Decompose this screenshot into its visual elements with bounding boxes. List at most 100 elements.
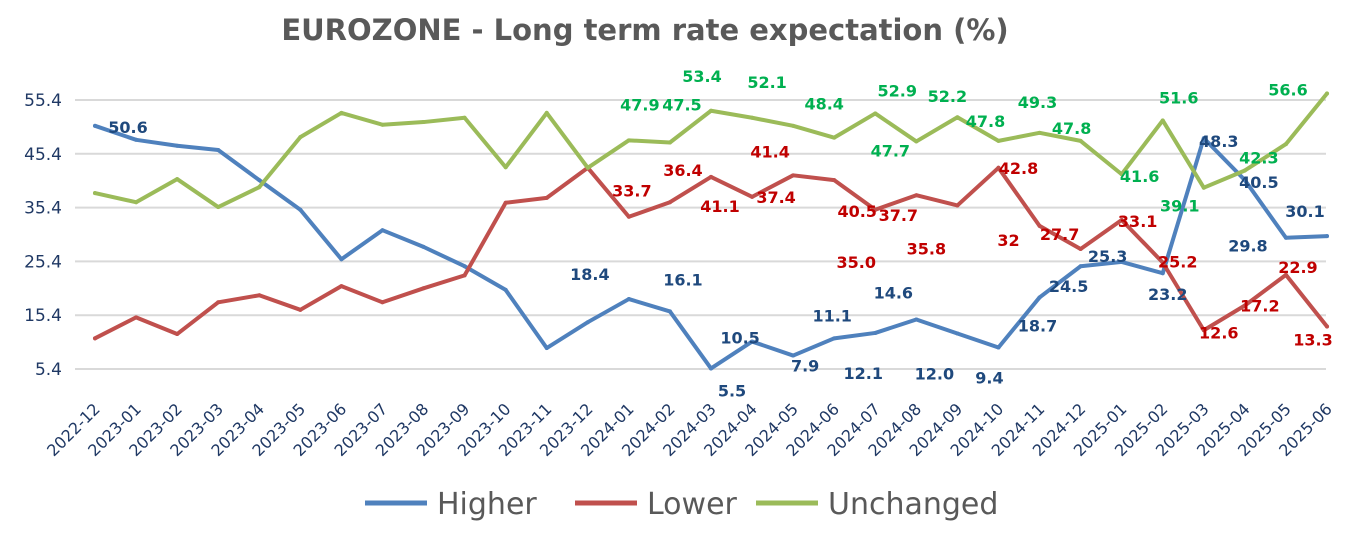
data-label: 41.6 (1120, 167, 1159, 186)
data-label: 18.4 (570, 265, 609, 284)
data-point (462, 264, 467, 269)
data-point (1325, 324, 1329, 329)
data-label: 52.1 (747, 73, 786, 92)
data-point (380, 228, 385, 233)
data-point (1283, 142, 1288, 147)
data-label: 47.7 (871, 141, 910, 160)
data-point (1325, 234, 1329, 239)
data-point (380, 122, 385, 127)
data-label: 35.0 (837, 253, 876, 272)
data-point (503, 287, 508, 292)
data-point (667, 309, 672, 314)
y-tick-label: 35.4 (24, 199, 62, 219)
data-label: 9.4 (975, 368, 1003, 387)
data-label: 37.4 (756, 188, 795, 207)
series-lines (93, 91, 1329, 371)
data-point (134, 200, 139, 205)
data-point (914, 317, 919, 322)
data-point (1037, 295, 1042, 300)
data-point (1201, 328, 1206, 333)
data-point (626, 214, 631, 219)
data-point (298, 307, 303, 312)
data-point (1119, 217, 1124, 222)
data-point (1037, 223, 1042, 228)
data-label: 33.1 (1118, 212, 1157, 231)
data-point (791, 173, 796, 178)
data-point (93, 123, 97, 128)
data-label: 35.8 (907, 239, 946, 258)
data-label: 47.8 (1052, 119, 1091, 138)
data-point (93, 336, 97, 341)
data-label: 50.6 (108, 118, 147, 137)
data-point (257, 293, 262, 298)
data-label: 40.5 (1239, 173, 1278, 192)
data-labels: 50.6 18.4 16.1 5.5 10.5 7.9 11.1 12.1 14.6 12.0 9.… (108, 67, 1332, 401)
data-label: 47.9 (620, 95, 659, 114)
data-label: 14.6 (874, 284, 913, 303)
data-point (1242, 303, 1247, 308)
data-point (93, 191, 97, 196)
data-label: 18.7 (1018, 316, 1057, 335)
data-label: 10.5 (720, 329, 759, 348)
legend-label: Unchanged (828, 487, 998, 522)
data-label: 12.0 (915, 364, 954, 383)
data-point (709, 108, 713, 113)
data-point (955, 203, 960, 208)
data-point (462, 115, 467, 120)
data-point (339, 110, 344, 115)
data-label: 48.3 (1199, 132, 1238, 151)
data-label: 42.3 (1239, 148, 1278, 167)
data-point (585, 320, 590, 325)
data-label: 52.9 (878, 81, 917, 100)
data-point (585, 165, 590, 170)
y-tick-label: 25.4 (24, 252, 62, 272)
data-point (626, 138, 631, 143)
data-point (134, 137, 139, 142)
data-label: 40.5 (837, 202, 876, 221)
data-point (175, 332, 180, 337)
data-point (298, 135, 303, 140)
data-label: 41.1 (700, 197, 739, 216)
data-point (1242, 168, 1247, 173)
data-point (955, 331, 960, 336)
data-point (216, 300, 221, 305)
data-point (175, 143, 180, 148)
data-point (832, 135, 837, 140)
data-point (750, 339, 755, 344)
data-point (667, 200, 672, 205)
data-label: 16.1 (663, 270, 702, 289)
data-point (626, 297, 631, 302)
data-point (1160, 118, 1165, 123)
y-tick-label: 45.4 (24, 145, 62, 165)
y-axis: 5.4 15.4 25.4 35.4 45.4 55.4 (24, 91, 62, 380)
data-point (914, 139, 919, 144)
data-label: 25.2 (1158, 252, 1197, 271)
data-label: 12.6 (1199, 323, 1238, 342)
data-label: 32 (997, 231, 1019, 250)
data-point (873, 207, 878, 212)
data-point (1037, 130, 1042, 135)
data-point (175, 177, 180, 182)
data-label: 22.9 (1278, 258, 1317, 277)
data-point (1078, 264, 1083, 269)
data-label: 29.8 (1228, 237, 1267, 256)
data-point (1201, 185, 1206, 190)
data-point (873, 330, 878, 335)
data-label: 11.1 (812, 306, 851, 325)
data-point (709, 174, 713, 179)
data-point (1325, 91, 1329, 96)
data-point (503, 200, 508, 205)
data-point (1078, 247, 1083, 252)
data-point (544, 195, 549, 200)
data-label: 24.5 (1049, 277, 1088, 296)
data-point (421, 120, 426, 125)
data-point (421, 286, 426, 291)
data-point (462, 273, 467, 278)
data-point (667, 140, 672, 145)
data-point (709, 366, 713, 371)
data-point (1242, 178, 1247, 183)
data-point (996, 138, 1001, 143)
data-label: 13.3 (1293, 330, 1332, 349)
data-point (216, 148, 221, 153)
